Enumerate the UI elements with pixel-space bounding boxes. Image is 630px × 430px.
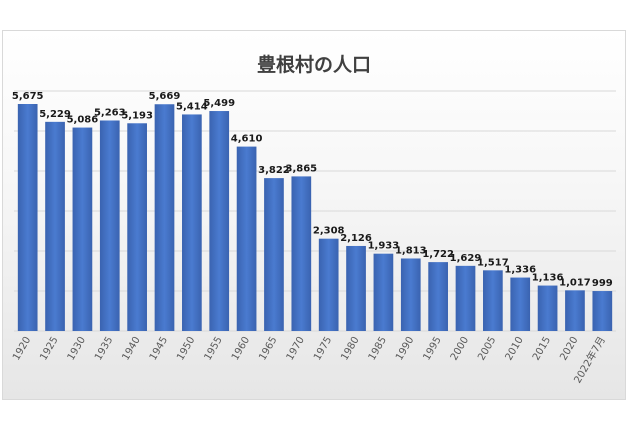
value-label-1960: 4,610: [231, 134, 263, 145]
x-tick-1990: 1990: [394, 335, 416, 363]
value-label-1970: 3,865: [285, 163, 317, 174]
bar-1950: [182, 114, 202, 331]
x-tick-2000: 2000: [449, 335, 471, 363]
x-tick-2005: 2005: [476, 335, 498, 363]
value-label-2005: 1,517: [477, 257, 509, 268]
bar-2022年7月: [592, 291, 613, 331]
x-tick-1920: 1920: [11, 335, 33, 363]
value-label-1955: 5,499: [203, 98, 235, 109]
x-tick-1950: 1950: [175, 335, 197, 363]
value-label-1980: 2,126: [340, 233, 372, 244]
x-tick-1960: 1960: [230, 335, 252, 363]
bars: [17, 104, 613, 332]
chart-area: 豊根村の人口 5,675 5,229 5,086 5,263 5,193 5,669 5,4…: [2, 30, 626, 400]
x-tick-1985: 1985: [367, 335, 389, 363]
value-label-2000: 1,629: [450, 253, 482, 264]
bar-1970: [291, 176, 312, 331]
value-label-2022年7月: 999: [592, 278, 613, 289]
value-label-1945: 5,669: [149, 91, 181, 102]
bar-1920: [17, 104, 38, 331]
value-label-1930: 5,086: [67, 115, 99, 126]
value-label-1985: 1,933: [368, 241, 400, 252]
value-label-2020: 1,017: [559, 277, 591, 288]
value-label-2015: 1,136: [532, 273, 564, 284]
bar-1945: [154, 104, 175, 332]
x-tick-1965: 1965: [257, 335, 279, 363]
value-label-1920: 5,675: [12, 91, 44, 102]
bar-1990: [400, 258, 421, 331]
bar-1960: [236, 146, 257, 331]
value-label-1995: 1,722: [422, 249, 454, 260]
chart-title: 豊根村の人口: [257, 53, 371, 76]
bar-1925: [45, 121, 65, 331]
bar-2020: [565, 290, 585, 331]
x-tick-1935: 1935: [93, 335, 115, 363]
x-tick-1975: 1975: [312, 335, 334, 363]
x-tick-2020: 2020: [558, 335, 580, 363]
bar-1940: [127, 123, 147, 331]
x-tick-1930: 1930: [66, 335, 88, 363]
x-tick-1925: 1925: [38, 335, 60, 363]
bar-1995: [428, 262, 448, 331]
bar-1930: [72, 127, 93, 331]
bar-1955: [209, 111, 230, 331]
bar-2015: [537, 285, 558, 331]
x-tick-1995: 1995: [421, 335, 443, 363]
x-tick-1980: 1980: [339, 335, 361, 363]
x-axis-tick-labels: 1920 1925 1930 1935 1940 1945 1950 1955 1960 1965…: [11, 334, 608, 385]
bar-2000: [455, 265, 476, 331]
bar-1985: [373, 253, 394, 331]
x-tick-1940: 1940: [120, 335, 142, 363]
bar-1965: [264, 178, 284, 331]
x-tick-1945: 1945: [148, 335, 170, 363]
x-tick-1955: 1955: [203, 335, 225, 363]
bar-chart: 豊根村の人口 5,6755,2295,0865,2635,1935,6695,4…: [11, 53, 616, 385]
bar-2010: [510, 277, 531, 331]
value-label-1925: 5,229: [39, 109, 71, 120]
bar-2005: [483, 270, 503, 331]
value-label-1940: 5,193: [121, 110, 153, 121]
x-tick-2015: 2015: [531, 335, 553, 363]
bar-1975: [318, 238, 339, 331]
value-label-1965: 3,822: [258, 165, 290, 176]
bar-1980: [346, 245, 366, 331]
x-tick-1970: 1970: [285, 335, 307, 363]
value-label-1935: 5,263: [94, 107, 126, 118]
value-label-1990: 1,813: [395, 245, 427, 256]
bar-1935: [99, 120, 120, 331]
value-label-1950: 5,414: [176, 101, 208, 112]
value-label-1975: 2,308: [313, 226, 345, 237]
x-tick-2010: 2010: [504, 335, 526, 363]
value-label-2010: 1,336: [504, 265, 536, 276]
